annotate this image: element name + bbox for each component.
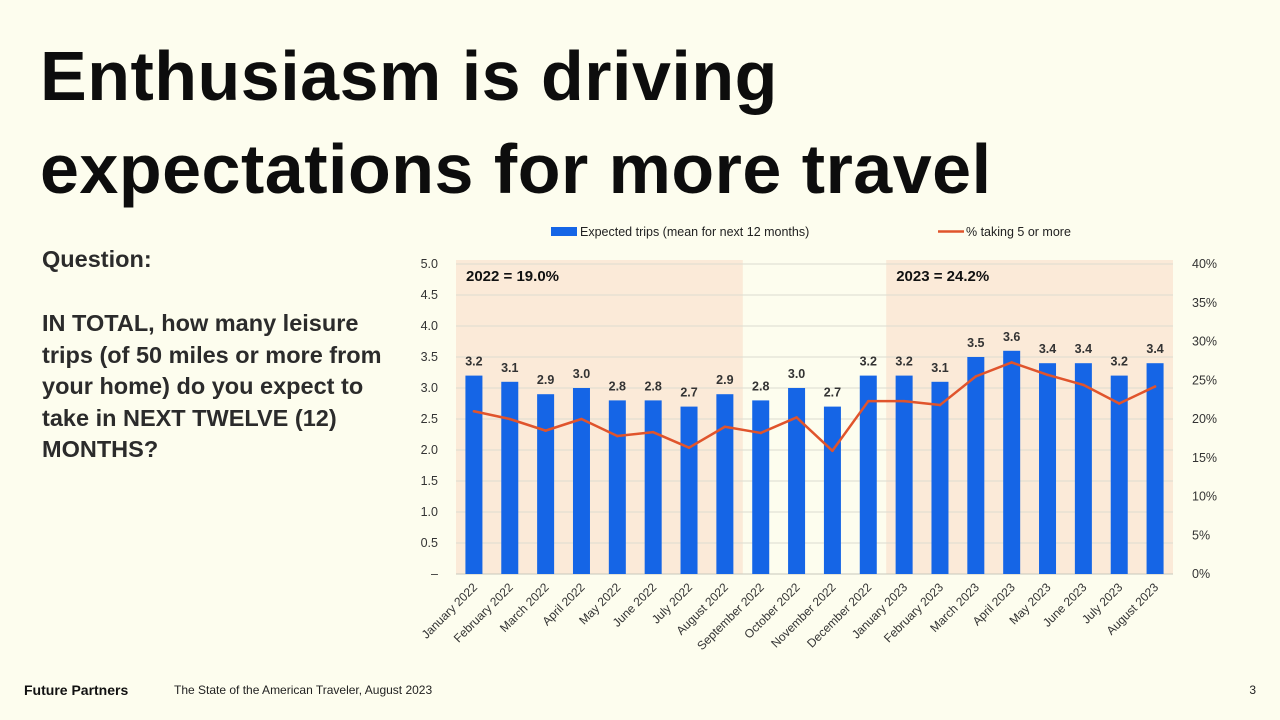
y-right-tick-label: 15% <box>1192 451 1217 465</box>
question-label: Question: <box>42 246 152 272</box>
line-point <box>866 399 870 403</box>
bar-october-2022 <box>788 388 806 574</box>
bar-august-2023 <box>1146 363 1164 574</box>
y-right-tick-label: 0% <box>1192 567 1210 581</box>
bar-data-label: 3.2 <box>1111 355 1128 369</box>
bar-data-label: 3.2 <box>895 355 912 369</box>
y-left-tick-label: 2.0 <box>421 443 438 457</box>
legend-label-bars: Expected trips (mean for next 12 months) <box>580 225 809 239</box>
y-left-tick-label: 5.0 <box>421 257 438 271</box>
y-right-tick-label: 25% <box>1192 373 1217 387</box>
slide-title: Enthusiasm is driving expectations for m… <box>40 30 1240 216</box>
bar-data-label: 3.1 <box>501 361 518 375</box>
y-left-tick-label: 0.5 <box>421 536 438 550</box>
question-text: IN TOTAL, how many leisure trips (of 50 … <box>42 310 382 463</box>
y-left-tick-label: – <box>431 567 438 581</box>
footer-source: The State of the American Traveler, Augu… <box>174 683 433 697</box>
line-point <box>687 446 691 449</box>
highlight-annotation-2023: 2023 = 24.2% <box>896 268 989 285</box>
bar-august-2022 <box>716 394 734 574</box>
bar-data-label: 2.8 <box>752 379 769 393</box>
bar-june-2022 <box>644 400 662 574</box>
bar-data-label: 3.1 <box>931 361 948 375</box>
y-left-tick-label: 4.0 <box>421 319 438 333</box>
bar-data-label: 3.4 <box>1039 342 1056 356</box>
bar-data-label: 3.0 <box>788 367 805 381</box>
line-point <box>938 403 942 407</box>
line-point <box>508 417 512 421</box>
bar-march-2022 <box>537 394 555 574</box>
line-point <box>1082 383 1085 387</box>
y-right-tick-label: 10% <box>1192 490 1217 504</box>
highlight-annotation-2022: 2022 = 19.0% <box>466 268 559 285</box>
y-right-tick-label: 20% <box>1192 412 1217 426</box>
bar-data-label: 2.7 <box>824 386 841 400</box>
bar-april-2023 <box>1003 350 1021 574</box>
bar-data-label: 2.9 <box>537 373 554 387</box>
legend-label-line: % taking 5 or more <box>966 225 1071 239</box>
bar-data-label: 3.2 <box>465 355 482 369</box>
y-right-tick-label: 30% <box>1192 335 1217 349</box>
footer-brand-logo: Future Partners <box>24 682 129 698</box>
bar-january-2023 <box>895 375 913 574</box>
y-left-tick-label: 3.5 <box>421 350 438 364</box>
bar-january-2022 <box>465 375 483 574</box>
bar-june-2023 <box>1074 363 1092 574</box>
y-right-tick-label: 40% <box>1192 257 1217 271</box>
bar-november-2022 <box>823 406 841 574</box>
line-point <box>580 417 583 421</box>
bar-data-label: 3.5 <box>967 336 984 350</box>
bar-april-2022 <box>572 388 590 574</box>
line-point <box>651 430 655 434</box>
y-left-tick-label: 2.5 <box>421 412 438 426</box>
legend-swatch-bars <box>551 227 577 236</box>
title-line-1: Enthusiasm is driving <box>40 37 778 115</box>
bar-data-label: 3.4 <box>1146 342 1163 356</box>
line-point <box>544 429 547 432</box>
bar-data-label: 2.8 <box>644 379 661 393</box>
page-number: 3 <box>1249 683 1256 697</box>
bar-may-2022 <box>608 400 626 574</box>
line-point <box>1153 385 1157 388</box>
bar-february-2023 <box>931 381 949 574</box>
y-right-tick-label: 5% <box>1192 528 1210 542</box>
bar-data-label: 3.2 <box>860 355 877 369</box>
y-left-tick-label: 1.5 <box>421 474 438 488</box>
bar-december-2022 <box>859 375 877 574</box>
bar-february-2022 <box>501 381 519 574</box>
bar-data-label: 3.6 <box>1003 330 1020 344</box>
bar-july-2022 <box>680 406 698 574</box>
bar-data-label: 2.8 <box>609 379 626 393</box>
line-point <box>1046 373 1049 377</box>
bar-july-2023 <box>1110 375 1128 574</box>
line-point <box>1010 361 1013 364</box>
bar-data-label: 2.7 <box>680 386 697 400</box>
y-right-tick-label: 35% <box>1192 296 1217 310</box>
line-point <box>759 431 763 435</box>
bar-september-2022 <box>752 400 770 574</box>
line-series-pct-5-or-more <box>473 361 1156 453</box>
line-point <box>831 449 834 453</box>
bar-data-label: 2.9 <box>716 373 733 387</box>
y-left-tick-label: 3.0 <box>421 381 438 395</box>
line-point <box>795 416 798 419</box>
bar-march-2023 <box>967 357 985 574</box>
bar-data-label: 3.0 <box>573 367 590 381</box>
line-point <box>1117 402 1121 405</box>
question-block: Question: IN TOTAL, how many leisure tri… <box>42 244 382 466</box>
highlight-band-2023 <box>886 260 1173 574</box>
line-point <box>974 375 978 378</box>
line-point <box>902 399 906 403</box>
title-line-2: expectations for more travel <box>40 130 992 209</box>
bar-data-label: 3.4 <box>1075 342 1092 356</box>
line-point <box>616 434 619 438</box>
line-point <box>723 425 727 429</box>
y-left-tick-label: 4.5 <box>421 288 438 302</box>
bar-may-2023 <box>1039 363 1057 574</box>
line-point <box>472 409 476 413</box>
y-left-tick-label: 1.0 <box>421 505 438 519</box>
